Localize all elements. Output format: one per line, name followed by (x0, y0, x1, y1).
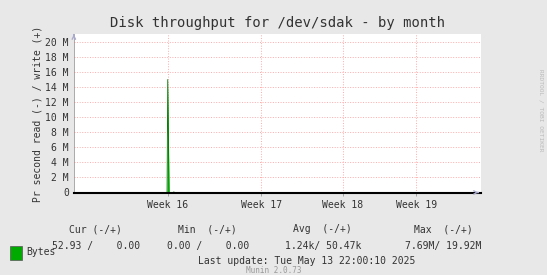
Text: Last update: Tue May 13 22:00:10 2025: Last update: Tue May 13 22:00:10 2025 (197, 256, 415, 266)
Text: 0.00 /    0.00: 0.00 / 0.00 (167, 241, 249, 251)
Text: Min  (-/+): Min (-/+) (178, 224, 237, 234)
Text: 52.93 /    0.00: 52.93 / 0.00 (51, 241, 140, 251)
Text: Munin 2.0.73: Munin 2.0.73 (246, 266, 301, 275)
Text: 7.69M/ 19.92M: 7.69M/ 19.92M (405, 241, 481, 251)
Text: Bytes: Bytes (26, 248, 56, 257)
Text: Max  (-/+): Max (-/+) (414, 224, 473, 234)
Text: Avg  (-/+): Avg (-/+) (293, 224, 352, 234)
Title: Disk throughput for /dev/sdak - by month: Disk throughput for /dev/sdak - by month (110, 16, 445, 31)
Text: 1.24k/ 50.47k: 1.24k/ 50.47k (284, 241, 361, 251)
Y-axis label: Pr second read (-) / write (+): Pr second read (-) / write (+) (33, 25, 43, 202)
Text: RRDTOOL / TOBI OETIKER: RRDTOOL / TOBI OETIKER (538, 69, 543, 151)
Text: Cur (-/+): Cur (-/+) (69, 224, 122, 234)
